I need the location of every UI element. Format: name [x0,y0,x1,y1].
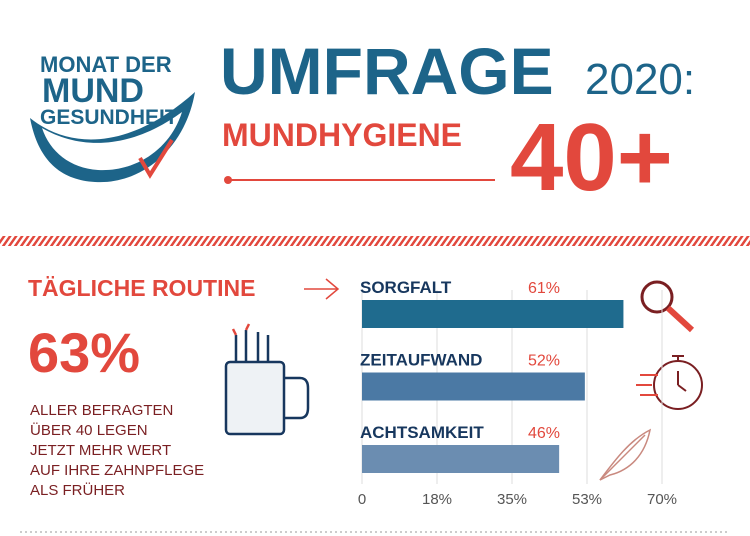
category-label: SORGFALT [360,278,452,297]
stat-line: ÜBER 40 LEGEN [30,421,148,439]
logo: MONAT DER MUND GESUNDHEIT [30,52,195,183]
category-label: ACHTSAMKEIT [360,423,484,442]
section-title: TÄGLICHE ROUTINE [28,275,255,301]
x-tick-label: 35% [497,491,527,508]
hatched-stripe [0,236,750,246]
title: UMFRAGE [220,34,554,108]
subtitle: MUNDHYGIENE [222,117,462,153]
bar [362,372,585,401]
stat-line: ALS FRÜHER [30,481,125,499]
arrow [304,278,340,300]
bar [362,445,560,473]
value-label: 52% [528,353,560,370]
stat-value: 63% [28,321,140,384]
category-label: ZEITAUFWAND [360,351,482,370]
value-label: 61% [528,280,560,297]
age: 40+ [510,104,673,211]
logo-line: GESUNDHEIT [40,106,178,129]
stopwatch-icon [636,355,703,410]
magnifier-icon [640,280,695,333]
stat-line: ALLER BEFRAGTEN [30,402,173,419]
bar-chart: 0 18% 35% 53% 70% SORGFALT 61% ZEITAUFWAND 52% AC… [358,278,677,508]
value-label: 46% [528,425,560,442]
x-tick-label: 0 [358,491,366,508]
x-tick-label: 53% [572,491,602,508]
stat-text: ALLER BEFRAGTEN ÜBER 40 LEGEN JETZT MEHR W… [30,402,204,499]
x-tick-label: 70% [647,491,677,508]
bar [362,300,624,328]
logo-line: MUND [42,72,144,110]
year: 2020: [585,55,695,104]
logo-line: MONAT DER [40,52,172,77]
stat-line: AUF IHRE ZAHNPFLEGE [30,462,204,479]
stat-line: JETZT MEHR WERT [30,442,171,459]
mug-icon [224,323,310,436]
logo-check [138,138,174,179]
feather-icon [599,428,652,481]
logo-inner [42,112,182,171]
x-tick-label: 18% [422,491,452,508]
